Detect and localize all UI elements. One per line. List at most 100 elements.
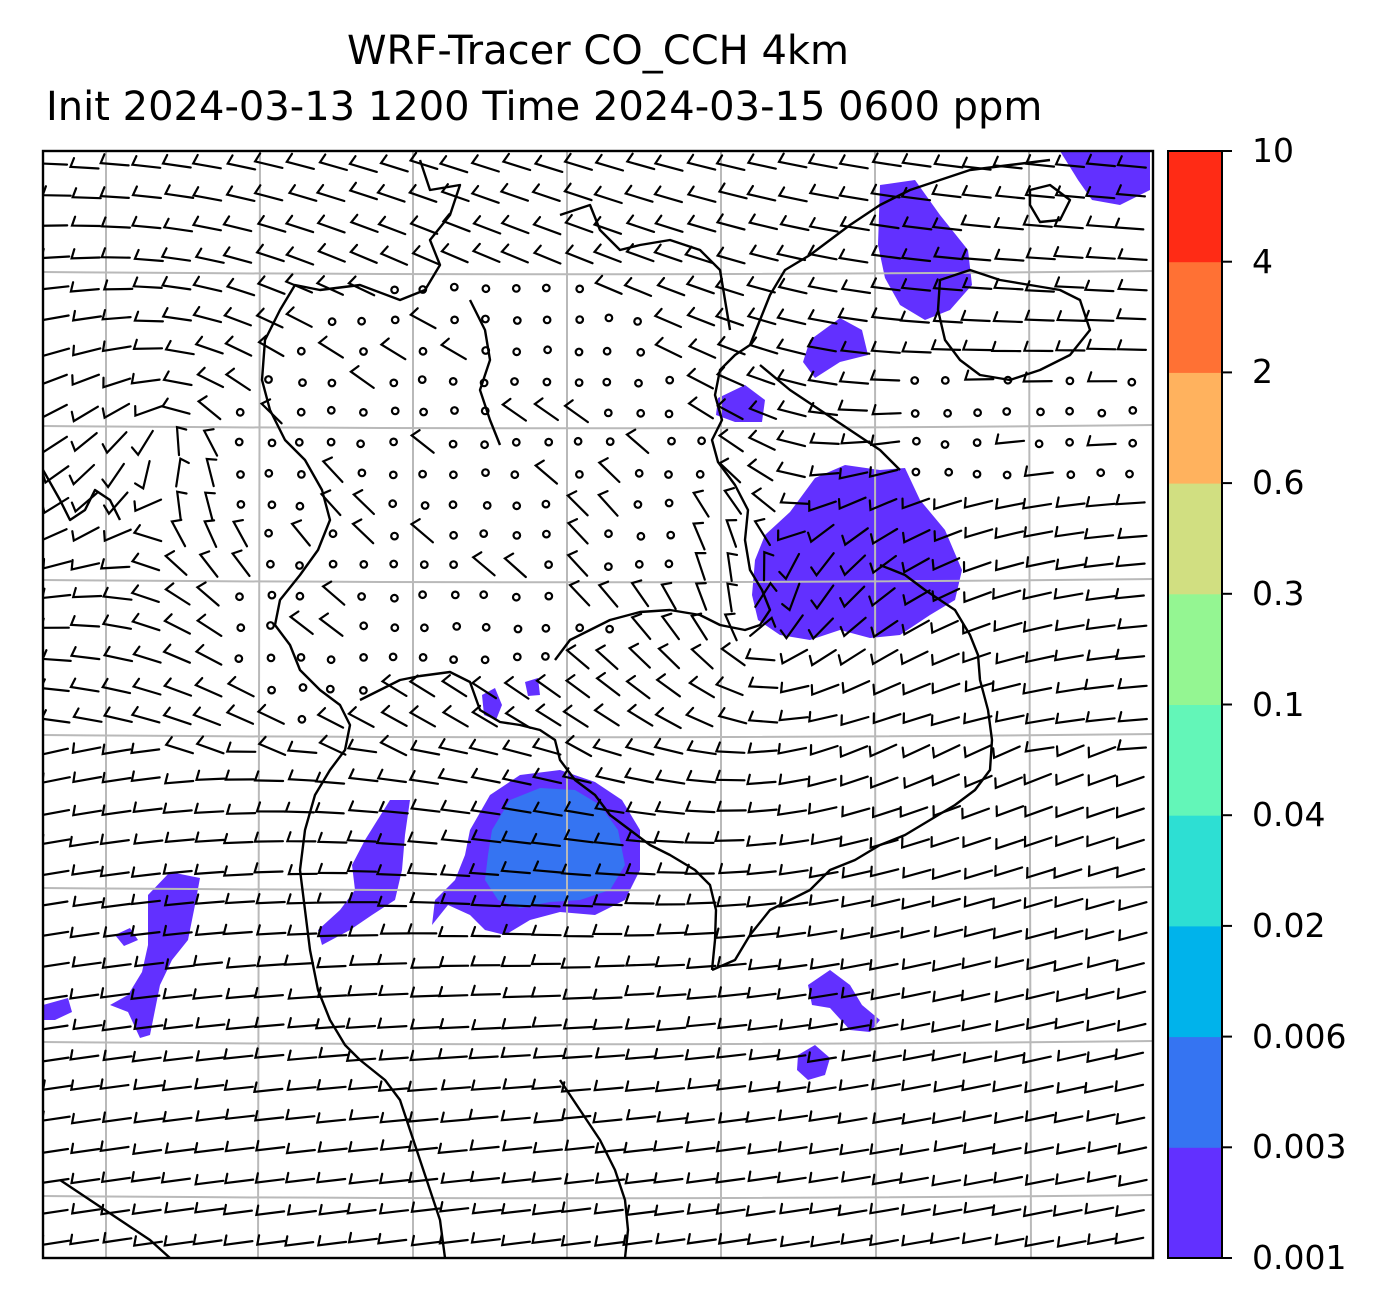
wind-barb [748,1048,779,1061]
wind-barb [715,213,746,231]
coastline-river-2 [759,364,901,471]
wind-barb [1115,184,1146,198]
wind-barb [655,1232,686,1245]
calm-wind-circle [543,345,552,355]
wind-barb [655,1019,687,1032]
colorbar-segment [1168,151,1222,263]
wind-barb [533,1112,564,1124]
wind-barb [753,518,771,547]
wind-barb [161,307,192,322]
wind-barb [470,704,498,728]
wind-barb [839,835,869,848]
wind-barb [1117,1142,1148,1155]
calm-wind-circle [910,376,920,385]
wind-barb [100,1203,131,1216]
wind-barb [68,835,99,848]
gridline-parallel-2 [43,424,1153,430]
wind-barb [592,894,623,907]
wind-barb [777,186,808,203]
wind-barb [961,1019,992,1032]
wind-barb [470,955,501,967]
wind-barb [102,1049,133,1062]
wind-barb [132,801,163,814]
wind-barb [564,1139,595,1152]
calm-wind-circle [664,498,674,508]
wind-barb [160,397,191,415]
wind-barb [871,806,901,819]
wind-barb [349,365,375,389]
wind-barb [468,738,499,756]
wind-barb [746,184,777,202]
wind-barb [991,680,1021,693]
wind-barb [1114,587,1145,600]
wind-barb [684,1049,715,1061]
calm-wind-circle [295,561,304,570]
wind-barb [43,804,71,816]
wind-barb [901,897,931,910]
wind-barb [902,682,931,696]
wind-barb [901,744,931,759]
wind-barb [657,643,681,670]
wind-barb [314,802,345,815]
wind-barb [807,244,838,261]
wind-barb [102,376,132,389]
wind-barb [1024,1142,1054,1155]
wind-barb [1115,775,1145,788]
wind-barb [348,155,378,173]
wind-barb [192,988,223,1000]
wind-barb [809,432,840,445]
wind-barb [686,306,716,327]
wind-barb [808,894,839,907]
wind-barb [470,894,501,908]
calm-wind-circle [389,437,399,447]
wind-barb [1085,247,1116,260]
wind-barb [1117,678,1148,690]
calm-wind-circle [605,624,614,634]
calm-wind-circle [634,468,644,478]
wind-barb [715,1140,746,1153]
wind-barb [1024,280,1055,293]
wind-barb [961,339,993,352]
calm-wind-circle [604,313,614,323]
wind-barb [225,741,257,753]
wind-barb [1117,711,1148,723]
wind-barb [407,184,438,203]
wind-barb [807,523,835,544]
wind-barb [655,673,681,698]
wind-barb [70,1202,101,1215]
calm-wind-circle [357,468,367,478]
wind-barb [929,1232,960,1245]
wind-barb [690,612,708,641]
wind-barb [870,649,899,666]
wind-barb [715,154,746,171]
wind-barb [931,557,961,572]
wind-barb [777,742,808,755]
wind-barb [1086,1019,1116,1032]
wind-barb [1023,526,1054,538]
wind-barb [441,705,469,728]
wind-barb [625,801,656,816]
wind-barb [192,305,223,324]
wind-barb [43,617,70,629]
calm-wind-circle [418,285,428,294]
calm-wind-circle [1003,375,1013,385]
wind-barb [809,958,840,970]
wind-barb [407,1140,438,1152]
wind-barb [808,183,839,200]
wind-barb [255,893,286,905]
wind-barb [563,182,593,202]
wind-barb [1025,1018,1056,1031]
wind-barb [500,1046,531,1059]
wind-barb [686,1233,717,1245]
wind-barb [747,710,779,724]
wind-barb [284,214,315,234]
wind-barb [593,274,623,295]
wind-barb [560,863,592,877]
wind-barb [71,373,100,387]
calm-wind-circle [327,378,337,388]
wind-barb [379,154,409,173]
calm-wind-circle [264,528,274,538]
wind-barb [470,925,501,938]
calm-wind-circle [575,470,584,479]
wind-barb [746,458,774,482]
